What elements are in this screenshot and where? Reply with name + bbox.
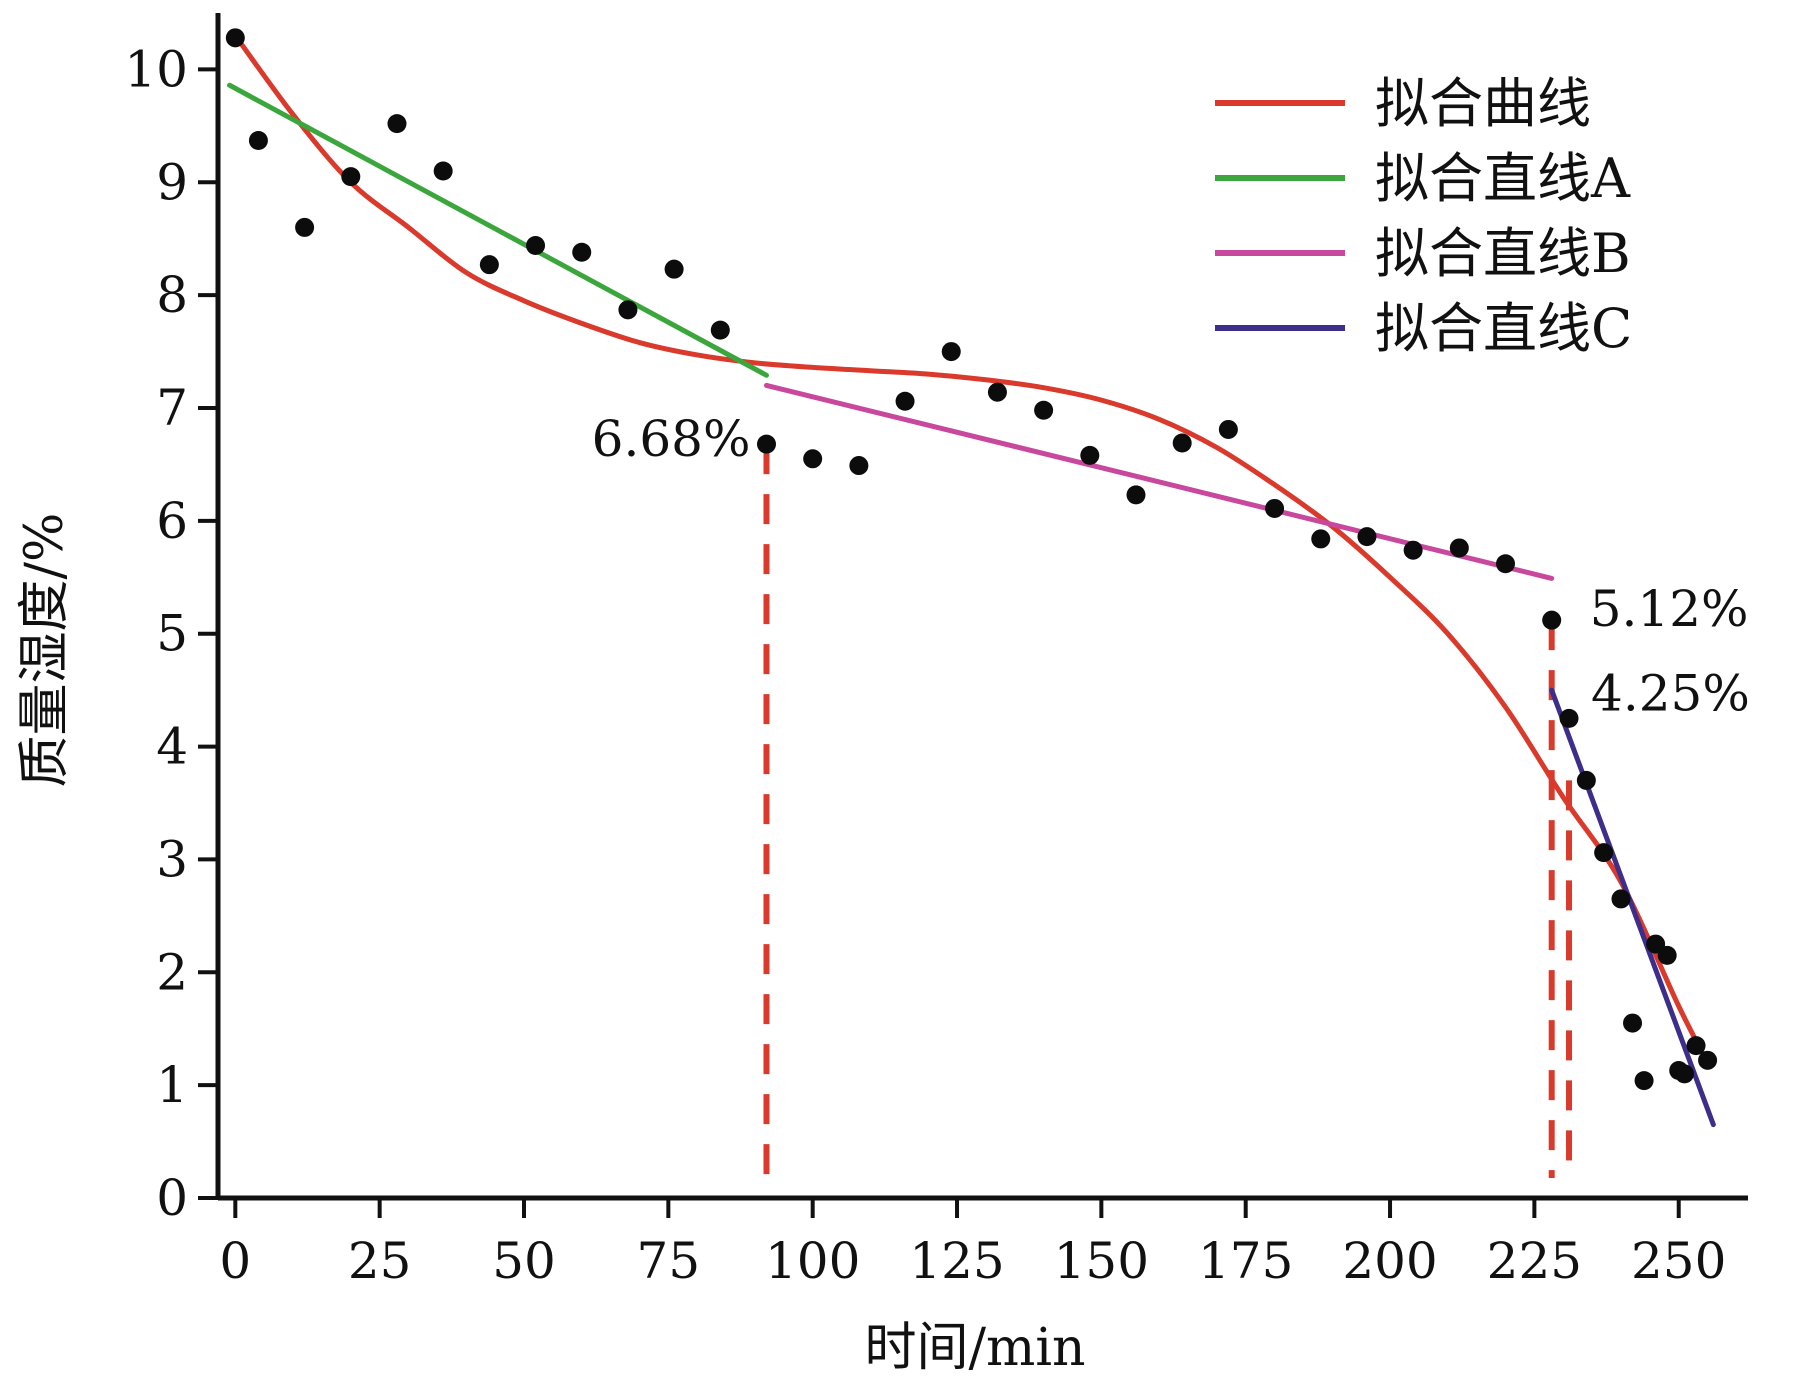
- data-point: [849, 456, 869, 476]
- data-point: [1080, 445, 1100, 465]
- x-tick-label: 150: [1054, 1232, 1149, 1290]
- y-tick-label: 10: [124, 40, 188, 98]
- data-point: [941, 342, 961, 362]
- legend-label: 拟合直线B: [1375, 222, 1631, 285]
- legend-label: 拟合曲线: [1375, 72, 1591, 135]
- data-point: [618, 300, 638, 320]
- y-ticks: 0 1 2 3 4 5 6 7 8 9 10: [124, 40, 218, 1227]
- y-tick-label: 1: [156, 1056, 188, 1114]
- data-point: [710, 320, 730, 340]
- x-tick-label: 0: [219, 1232, 251, 1290]
- y-tick-label: 9: [156, 153, 188, 211]
- data-point: [803, 449, 823, 469]
- x-tick-label: 225: [1487, 1232, 1582, 1290]
- y-tick-label: 5: [156, 605, 188, 663]
- series-line-1: [232, 33, 1711, 1066]
- data-point: [895, 391, 915, 411]
- data-point: [572, 242, 592, 262]
- data-point: [295, 217, 315, 237]
- annotation-label: 5.12%: [1590, 580, 1749, 638]
- data-point: [1311, 529, 1331, 549]
- data-point: [664, 259, 684, 279]
- data-point: [1657, 945, 1677, 965]
- data-point: [1559, 708, 1579, 728]
- data-point: [387, 114, 407, 134]
- x-axis-title: 时间/min: [865, 1318, 1086, 1378]
- annotation-label: 4.25%: [1591, 664, 1750, 722]
- y-tick-label: 3: [156, 830, 188, 888]
- data-point: [1496, 554, 1516, 574]
- y-tick-label: 4: [156, 718, 188, 776]
- legend-label: 拟合直线A: [1375, 147, 1631, 210]
- data-point: [756, 434, 776, 454]
- y-tick-label: 0: [156, 1169, 188, 1227]
- annotations: 6.68% 5.12% 4.25%: [592, 410, 1750, 722]
- data-point: [1623, 1013, 1643, 1033]
- x-tick-label: 100: [765, 1232, 860, 1290]
- data-point: [1674, 1064, 1694, 1084]
- x-tick-label: 125: [909, 1232, 1004, 1290]
- x-tick-label: 175: [1198, 1232, 1293, 1290]
- data-point: [1634, 1071, 1654, 1091]
- data-point: [1172, 433, 1192, 453]
- x-tick-label: 200: [1342, 1232, 1437, 1290]
- data-point: [1611, 889, 1631, 909]
- reference-lines: [763, 444, 1573, 1178]
- data-point: [433, 161, 453, 181]
- data-point: [987, 382, 1007, 402]
- legend-label: 拟合直线C: [1375, 297, 1632, 360]
- y-tick-label: 8: [156, 266, 188, 324]
- y-axis-title: 质量湿度/%: [15, 513, 75, 788]
- series-line-4: [1549, 687, 1716, 1128]
- data-point: [1357, 527, 1377, 547]
- axes: [215, 13, 1748, 1201]
- series-line-3: [763, 382, 1555, 581]
- annotation-label: 6.68%: [592, 410, 751, 468]
- data-point: [225, 28, 245, 48]
- y-tick-label: 7: [156, 379, 188, 437]
- data-point: [1218, 419, 1238, 439]
- data-point: [1686, 1036, 1706, 1056]
- x-tick-label: 250: [1631, 1232, 1726, 1290]
- data-point: [1576, 770, 1596, 790]
- data-point: [1542, 610, 1562, 630]
- data-point: [1034, 400, 1054, 420]
- data-point: [526, 235, 546, 255]
- y-tick-label: 2: [156, 943, 188, 1001]
- data-point: [479, 255, 499, 275]
- data-point: [1698, 1050, 1718, 1070]
- data-point: [1594, 843, 1614, 863]
- data-point: [1265, 498, 1285, 518]
- data-point: [248, 131, 268, 151]
- data-point: [341, 167, 361, 187]
- x-tick-label: 75: [637, 1232, 701, 1290]
- y-tick-label: 6: [156, 492, 188, 550]
- data-point: [1403, 540, 1423, 560]
- data-points: [225, 28, 1718, 1091]
- data-point: [1449, 538, 1469, 558]
- data-point: [1126, 485, 1146, 505]
- x-tick-label: 25: [348, 1232, 412, 1290]
- x-tick-label: 50: [492, 1232, 556, 1290]
- series-line-2: [227, 82, 769, 378]
- x-ticks: 0 25 50 75 100 125 150 175 200 225 250: [219, 1198, 1726, 1290]
